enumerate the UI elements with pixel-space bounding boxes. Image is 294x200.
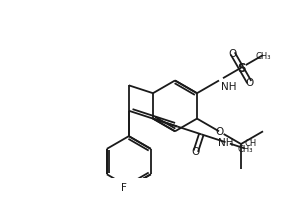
Text: O: O — [215, 127, 223, 137]
Text: S: S — [237, 62, 245, 75]
Text: O: O — [192, 146, 200, 156]
Text: NH: NH — [220, 82, 236, 92]
Text: CH₃: CH₃ — [237, 144, 253, 153]
Text: NH: NH — [218, 137, 233, 147]
Text: F: F — [121, 182, 127, 192]
Text: CH₃: CH₃ — [255, 51, 271, 60]
Text: CH: CH — [244, 138, 256, 147]
Text: O: O — [229, 49, 237, 59]
Text: O: O — [245, 78, 253, 88]
